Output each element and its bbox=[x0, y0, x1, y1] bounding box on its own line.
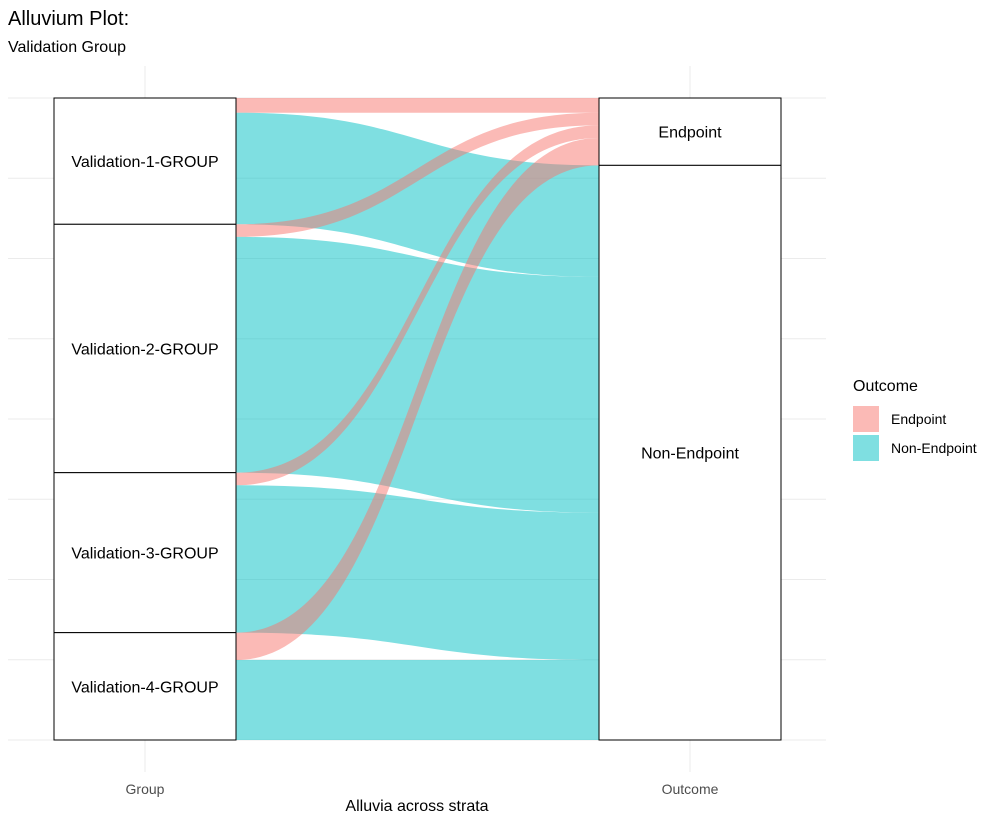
stratum-validation-1-group-label: Validation-1-GROUP bbox=[71, 154, 218, 171]
flow-validation-1-group-endpoint bbox=[236, 98, 599, 113]
stratum-non-endpoint-label: Non-Endpoint bbox=[641, 446, 739, 463]
stratum-endpoint-box bbox=[598, 97, 782, 166]
legend: Outcome Endpoint Non-Endpoint bbox=[853, 378, 977, 462]
legend-label-endpoint: Endpoint bbox=[891, 410, 947, 427]
flow-validation-3-group-non-endpoint bbox=[236, 485, 599, 661]
flow-validation-4-group-endpoint bbox=[236, 137, 599, 661]
x-tick-label-group: Group bbox=[125, 781, 165, 797]
stratum-endpoint-label: Endpoint bbox=[658, 125, 722, 142]
legend-label-non-endpoint: Non-Endpoint bbox=[891, 439, 977, 456]
x-tick-label-outcome: Outcome bbox=[661, 781, 719, 797]
stratum-validation-3-group-label: Validation-3-GROUP bbox=[71, 546, 218, 563]
stratum-validation-4-group-label: Validation-4-GROUP bbox=[71, 679, 218, 696]
flow-validation-1-group-non-endpoint bbox=[236, 112, 599, 277]
stratum-validation-3-group-box bbox=[53, 472, 237, 634]
legend-title: Outcome bbox=[853, 378, 918, 395]
legend-item-endpoint: Endpoint bbox=[853, 404, 977, 433]
strata-boxes: Validation-1-GROUP Validation-2-GROUP Vali… bbox=[53, 97, 782, 741]
flow-validation-3-group-endpoint bbox=[236, 125, 599, 486]
chart-subtitle: Validation Group bbox=[8, 39, 126, 56]
stratum-non-endpoint-box bbox=[598, 164, 782, 741]
flow-validation-4-group-non-endpoint bbox=[236, 660, 599, 740]
stratum-validation-2-group-label: Validation-2-GROUP bbox=[71, 341, 218, 358]
stratum-validation-2-group-box bbox=[53, 223, 237, 474]
stratum-validation-4-group-box bbox=[53, 632, 237, 741]
legend-swatch-non-endpoint bbox=[853, 434, 879, 461]
stratum-validation-1-group-box bbox=[53, 97, 237, 225]
flow-validation-2-group-endpoint bbox=[236, 112, 599, 237]
alluvia-flows bbox=[236, 98, 599, 740]
chart-title: Alluvium Plot: bbox=[8, 8, 130, 30]
legend-item-non-endpoint: Non-Endpoint bbox=[853, 433, 977, 462]
legend-swatch-endpoint bbox=[853, 405, 879, 432]
x-axis-label: Alluvia across strata bbox=[345, 798, 489, 815]
